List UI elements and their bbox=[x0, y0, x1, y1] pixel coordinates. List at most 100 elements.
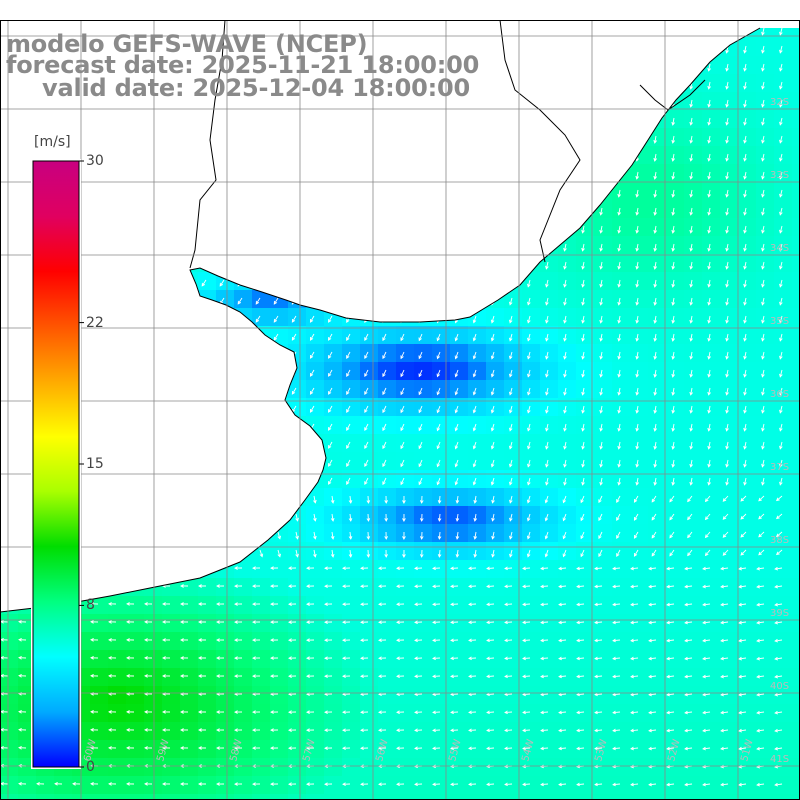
field-cell bbox=[432, 524, 451, 543]
border-line bbox=[499, 19, 581, 263]
wind-arrow bbox=[671, 333, 675, 342]
wind-arrow bbox=[165, 225, 171, 233]
wind-arrow bbox=[702, 620, 711, 625]
field-cell bbox=[702, 416, 721, 435]
field-cell bbox=[0, 146, 19, 165]
field-cell bbox=[288, 200, 307, 219]
wind-arrow bbox=[779, 279, 783, 288]
wind-arrow bbox=[576, 692, 585, 697]
wind-arrow bbox=[198, 782, 207, 786]
wind-arrow bbox=[756, 710, 765, 715]
wind-arrow bbox=[508, 405, 513, 414]
wind-arrow bbox=[288, 584, 297, 588]
field-cell bbox=[486, 182, 505, 201]
wind-arrow bbox=[277, 549, 282, 558]
field-cell bbox=[396, 614, 415, 633]
wind-arrow bbox=[666, 674, 675, 679]
wind-arrow bbox=[702, 728, 711, 733]
wind-arrow bbox=[702, 584, 711, 589]
wind-arrow bbox=[201, 171, 207, 179]
wind-arrow bbox=[617, 153, 621, 162]
lat-label: 39S bbox=[770, 608, 789, 619]
field-cell bbox=[792, 74, 800, 93]
wind-arrow bbox=[94, 297, 99, 305]
wind-arrow bbox=[436, 423, 441, 432]
field-cell bbox=[522, 254, 541, 273]
field-cell bbox=[540, 470, 559, 489]
wind-arrow bbox=[671, 117, 675, 126]
wind-arrow bbox=[576, 746, 585, 751]
field-cell bbox=[756, 182, 775, 201]
wind-arrow bbox=[418, 189, 423, 198]
field-cell bbox=[324, 686, 343, 705]
field-cell bbox=[720, 794, 739, 800]
field-cell bbox=[774, 272, 793, 291]
field-cell bbox=[756, 650, 775, 669]
wind-arrow bbox=[581, 315, 585, 324]
wind-arrow bbox=[273, 315, 279, 323]
field-cell bbox=[684, 38, 703, 57]
field-cell bbox=[468, 686, 487, 705]
wind-arrow bbox=[162, 782, 171, 786]
wind-arrow bbox=[201, 207, 207, 215]
wind-arrow bbox=[490, 171, 495, 180]
field-cell bbox=[324, 596, 343, 615]
wind-arrow bbox=[648, 782, 657, 787]
wind-arrow bbox=[162, 620, 171, 624]
field-cell bbox=[378, 524, 397, 543]
field-cell bbox=[504, 452, 523, 471]
field-cell bbox=[198, 794, 217, 800]
wind-arrow bbox=[594, 602, 603, 607]
field-cell bbox=[684, 398, 703, 417]
field-cell bbox=[756, 218, 775, 237]
wind-arrow bbox=[183, 477, 189, 485]
wind-arrow bbox=[22, 243, 27, 252]
field-cell bbox=[450, 182, 469, 201]
field-cell bbox=[774, 362, 793, 381]
field-cell bbox=[162, 110, 181, 129]
field-cell bbox=[252, 650, 271, 669]
wind-arrow bbox=[22, 405, 27, 414]
field-cell bbox=[216, 614, 235, 633]
field-cell bbox=[180, 596, 199, 615]
field-cell bbox=[666, 416, 685, 435]
wind-arrow bbox=[653, 135, 657, 144]
field-cell bbox=[306, 272, 325, 291]
field-cell bbox=[702, 128, 721, 147]
field-cell bbox=[108, 506, 127, 525]
field-cell bbox=[144, 542, 163, 561]
wind-arrow bbox=[309, 387, 315, 395]
field-cell bbox=[180, 218, 199, 237]
wind-arrow bbox=[545, 243, 549, 252]
wind-arrow bbox=[418, 297, 423, 306]
field-cell bbox=[504, 200, 523, 219]
field-cell bbox=[612, 398, 631, 417]
wind-arrow bbox=[526, 513, 531, 522]
wind-arrow bbox=[378, 620, 387, 625]
wind-arrow bbox=[509, 549, 513, 558]
wind-arrow bbox=[684, 584, 693, 589]
wind-arrow bbox=[252, 602, 261, 606]
wind-arrow bbox=[436, 243, 441, 252]
field-cell bbox=[252, 560, 271, 579]
wind-arrow bbox=[779, 135, 783, 144]
wind-arrow bbox=[725, 117, 729, 126]
wind-arrow bbox=[779, 333, 783, 342]
wind-arrow bbox=[328, 243, 333, 251]
wind-arrow bbox=[653, 189, 657, 198]
wind-arrow bbox=[234, 656, 243, 660]
field-cell bbox=[162, 704, 181, 723]
field-cell bbox=[558, 380, 577, 399]
field-cell bbox=[468, 236, 487, 255]
field-cell bbox=[306, 776, 325, 795]
field-cell bbox=[252, 326, 271, 345]
wind-arrow bbox=[364, 405, 369, 414]
wind-arrow bbox=[648, 692, 657, 697]
field-cell bbox=[432, 542, 451, 561]
wind-arrow bbox=[594, 620, 603, 625]
field-cell bbox=[378, 650, 397, 669]
field-cell bbox=[252, 740, 271, 759]
wind-arrow bbox=[97, 531, 103, 539]
field-cell bbox=[90, 506, 109, 525]
field-cell bbox=[504, 38, 523, 57]
